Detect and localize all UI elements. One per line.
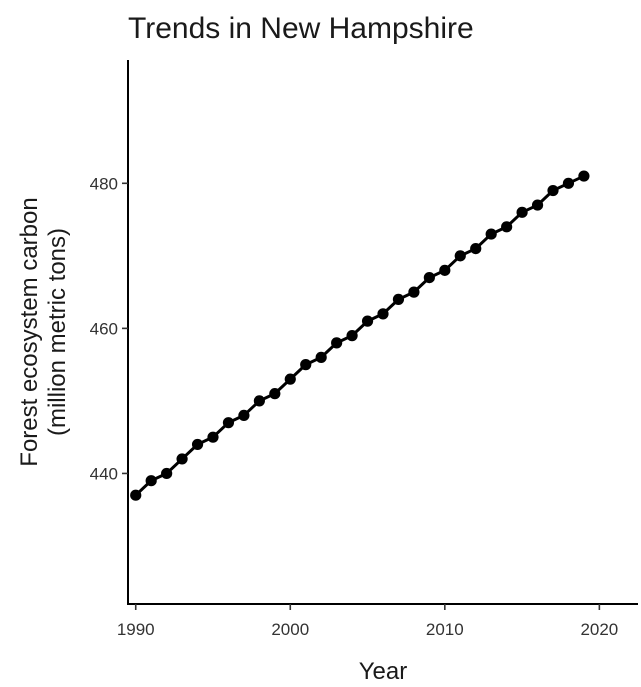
data-point: [315, 351, 327, 363]
data-point: [485, 228, 497, 240]
data-point: [423, 272, 435, 284]
data-point: [408, 286, 420, 298]
data-point: [501, 221, 513, 233]
x-tick-label: 2010: [426, 620, 464, 639]
x-tick-label: 2020: [580, 620, 618, 639]
y-axis-title: Forest ecosystem carbon (million metric …: [16, 197, 71, 466]
chart-title: Trends in New Hampshire: [128, 12, 474, 45]
data-points: [130, 170, 590, 501]
x-tick-label: 2000: [271, 620, 309, 639]
data-point: [346, 330, 358, 342]
data-point: [547, 184, 559, 197]
x-tick-label: 1990: [117, 620, 155, 639]
y-tick-label: 480: [90, 174, 118, 193]
data-point: [300, 359, 312, 371]
series-line: [134, 174, 585, 497]
x-axis-ticks: 1990 2000 2010 2020: [117, 604, 618, 639]
data-point: [238, 409, 250, 422]
data-point: [439, 264, 451, 276]
y-axis-title-line-2: (million metric tons): [44, 228, 71, 436]
data-point: [269, 388, 281, 400]
data-point: [222, 417, 235, 429]
data-point: [361, 315, 374, 327]
plot-area: 440 460 480 1990 2000 2010 2020: [90, 60, 638, 639]
data-point: [253, 395, 265, 407]
data-point: [207, 431, 219, 443]
y-axis-title-line-1: Forest ecosystem carbon: [16, 197, 43, 466]
data-point: [331, 337, 343, 349]
data-point: [470, 242, 482, 255]
data-point: [130, 489, 142, 501]
data-point: [531, 199, 544, 211]
data-point: [377, 308, 389, 320]
data-point: [284, 373, 296, 385]
y-tick-label: 440: [90, 464, 118, 483]
x-axis-title: Year: [359, 658, 408, 685]
y-axis-ticks: 440 460 480: [90, 174, 128, 483]
y-tick-label: 460: [90, 319, 118, 338]
data-point: [578, 170, 590, 182]
data-point: [562, 177, 575, 189]
data-point: [516, 206, 528, 218]
data-point: [161, 467, 173, 480]
data-point: [454, 250, 466, 262]
data-point: [176, 453, 188, 465]
data-point: [392, 293, 405, 305]
data-point: [191, 438, 204, 451]
data-point: [145, 475, 157, 487]
